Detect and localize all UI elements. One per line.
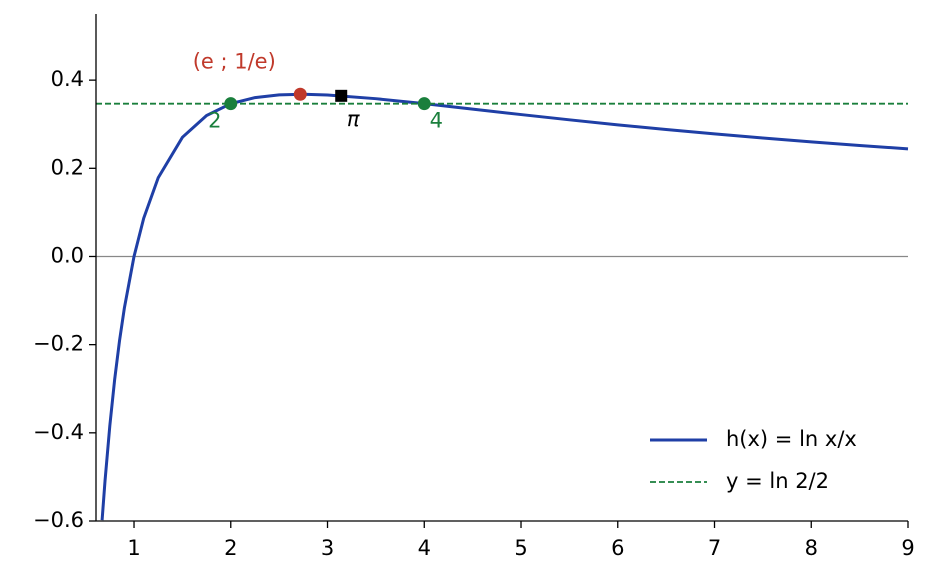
x-tick-label: 9	[901, 536, 914, 560]
curve	[100, 92, 909, 521]
y-tick-label: 0.0	[51, 243, 84, 267]
point	[335, 89, 348, 102]
x-tick-label: 7	[708, 536, 721, 560]
point-label: 2	[208, 109, 221, 133]
y-tick-label: −0.2	[33, 332, 84, 356]
point-label: 4	[430, 109, 443, 133]
y-tick-label: −0.4	[33, 420, 84, 444]
x-tick-label: 5	[514, 536, 527, 560]
legend-label: h(x) = ln x/x	[726, 427, 857, 451]
x-tick-label: 8	[805, 536, 818, 560]
x-tick-label: 1	[127, 536, 140, 560]
point-label: π	[347, 107, 360, 131]
legend-label: y = ln 2/2	[726, 469, 829, 493]
x-tick-label: 6	[611, 536, 624, 560]
point	[417, 97, 431, 111]
y-tick-label: 0.2	[51, 155, 84, 179]
point	[224, 97, 238, 111]
point	[293, 87, 307, 101]
x-tick-label: 2	[224, 536, 237, 560]
x-tick-label: 3	[321, 536, 334, 560]
point-label: (e ; 1/e)	[193, 49, 276, 73]
y-tick-label: −0.6	[33, 508, 84, 532]
y-tick-label: 0.4	[51, 67, 84, 91]
x-tick-label: 4	[418, 536, 431, 560]
